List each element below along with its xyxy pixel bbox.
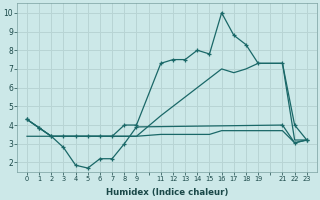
X-axis label: Humidex (Indice chaleur): Humidex (Indice chaleur) xyxy=(106,188,228,197)
